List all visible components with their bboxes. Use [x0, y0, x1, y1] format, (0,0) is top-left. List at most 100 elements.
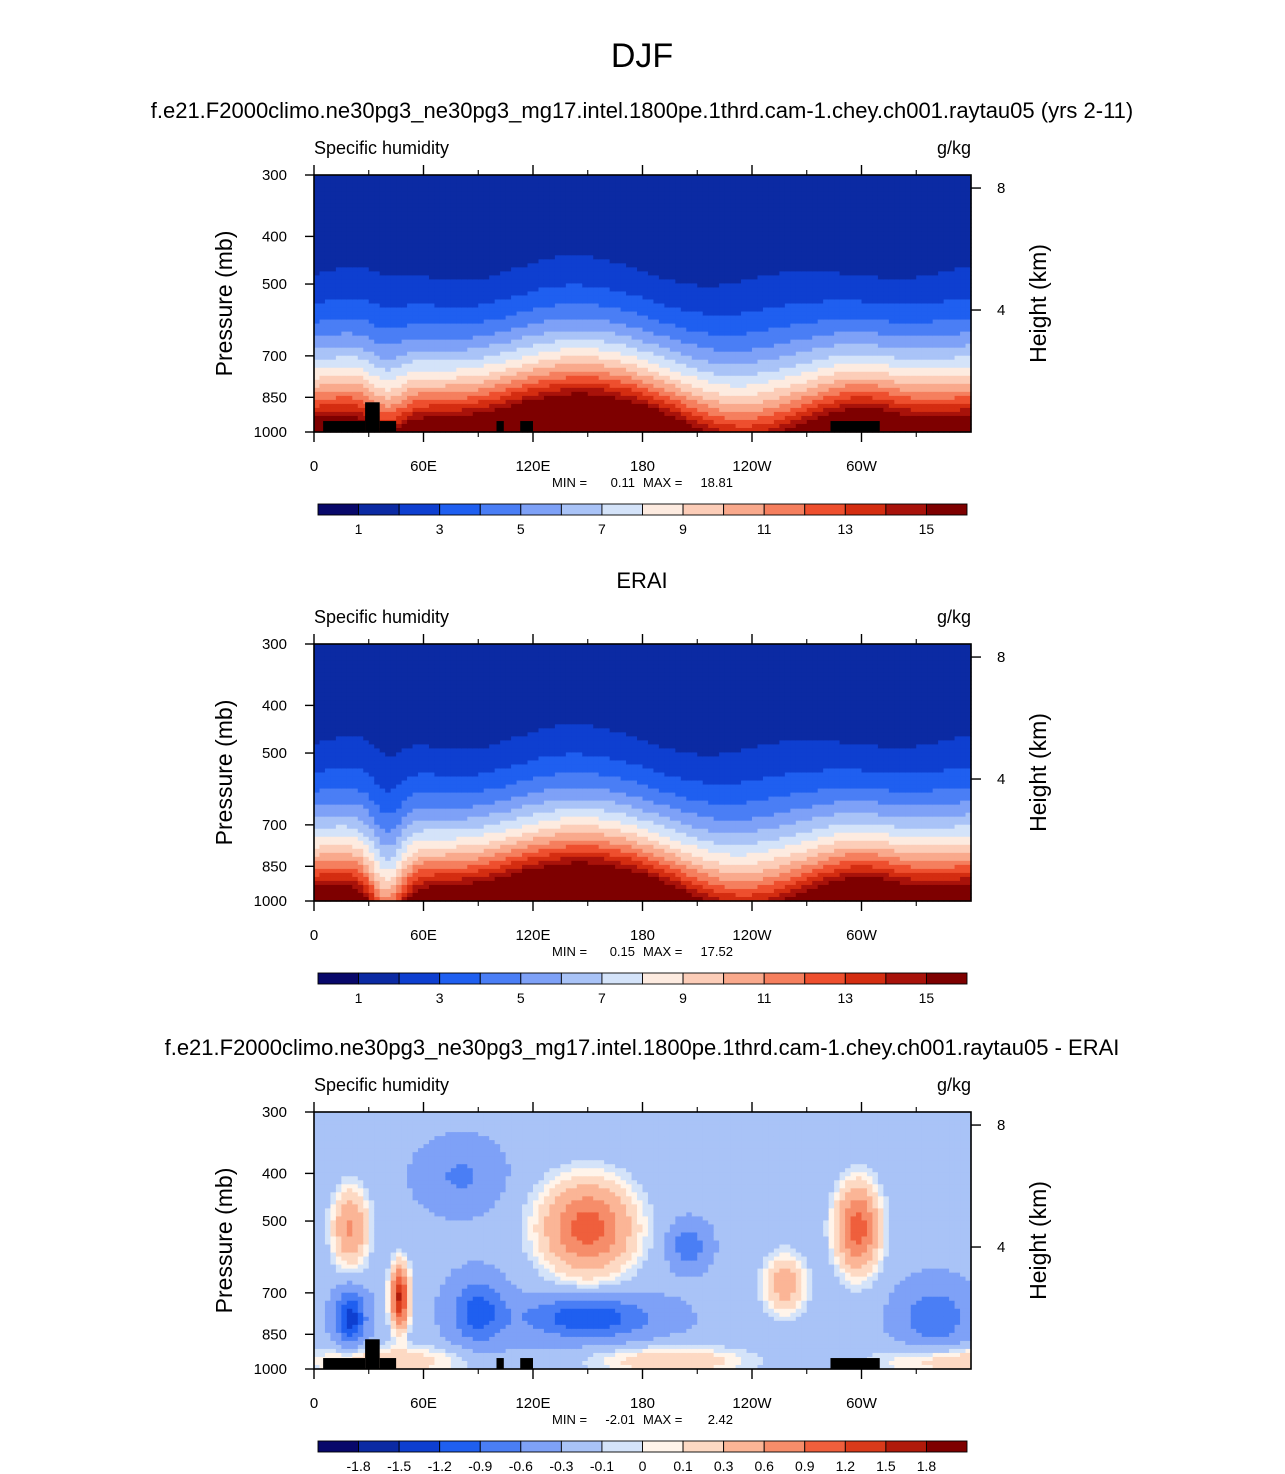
- field-cell: [719, 316, 725, 321]
- field-cell: [681, 404, 687, 409]
- field-cell: [588, 263, 594, 268]
- field-cell: [681, 368, 687, 373]
- field-cell: [730, 223, 736, 228]
- field-cell: [385, 291, 391, 296]
- field-cell: [319, 295, 325, 300]
- field-cell: [615, 187, 621, 192]
- field-cell: [358, 372, 364, 377]
- field-cell: [533, 247, 539, 252]
- field-cell: [336, 336, 342, 341]
- field-cell: [708, 384, 714, 389]
- field-cell: [533, 255, 539, 260]
- field-cell: [506, 239, 512, 244]
- field-cell: [664, 416, 670, 421]
- field-cell: [697, 316, 703, 321]
- field-cell: [588, 259, 594, 264]
- field-cell: [686, 352, 692, 357]
- field-cell: [369, 312, 375, 317]
- field-cell: [719, 420, 725, 425]
- field-cell: [462, 275, 468, 280]
- field-cell: [347, 340, 353, 345]
- field-cell: [347, 195, 353, 200]
- field-cell: [413, 368, 419, 373]
- field-cell: [413, 348, 419, 353]
- field-cell: [528, 227, 534, 232]
- field-cell: [588, 320, 594, 325]
- field-cell: [555, 376, 561, 381]
- field-cell: [396, 259, 402, 264]
- field-cell: [369, 247, 375, 252]
- field-cell: [319, 247, 325, 252]
- field-cell: [648, 404, 654, 409]
- field-cell: [560, 356, 566, 361]
- field-cell: [396, 348, 402, 353]
- field-cell: [336, 328, 342, 333]
- field-cell: [648, 412, 654, 417]
- field-cell: [434, 400, 440, 405]
- field-cell: [385, 320, 391, 325]
- field-cell: [522, 215, 528, 220]
- field-cell: [478, 420, 484, 425]
- field-cell: [643, 287, 649, 292]
- field-cell: [664, 203, 670, 208]
- field-cell: [369, 251, 375, 256]
- field-cell: [517, 316, 523, 321]
- field-cell: [489, 219, 495, 224]
- field-cell: [637, 332, 643, 337]
- field-cell: [538, 364, 544, 369]
- field-cell: [473, 352, 479, 357]
- field-cell: [577, 324, 583, 329]
- field-cell: [451, 332, 457, 337]
- field-cell: [708, 360, 714, 365]
- field-cell: [637, 376, 643, 381]
- field-cell: [708, 263, 714, 268]
- field-cell: [418, 195, 424, 200]
- field-cell: [341, 199, 347, 204]
- field-cell: [517, 287, 523, 292]
- field-cell: [549, 404, 555, 409]
- field-cell: [664, 291, 670, 296]
- field-cell: [522, 352, 528, 357]
- field-cell: [467, 287, 473, 292]
- field-cell: [555, 400, 561, 405]
- field-cell: [434, 388, 440, 393]
- field-cell: [703, 316, 709, 321]
- field-cell: [358, 251, 364, 256]
- field-cell: [670, 424, 676, 429]
- field-cell: [341, 356, 347, 361]
- field-cell: [336, 251, 342, 256]
- field-cell: [681, 299, 687, 304]
- field-cell: [407, 356, 413, 361]
- field-cell: [632, 344, 638, 349]
- field-cell: [714, 416, 720, 421]
- field-cell: [714, 372, 720, 377]
- field-cell: [325, 384, 331, 389]
- field-cell: [434, 195, 440, 200]
- field-cell: [697, 215, 703, 220]
- field-cell: [467, 251, 473, 256]
- field-cell: [517, 328, 523, 333]
- field-cell: [555, 304, 561, 309]
- field-cell: [571, 340, 577, 345]
- field-cell: [489, 279, 495, 284]
- field-cell: [402, 312, 408, 317]
- field-cell: [467, 283, 473, 288]
- field-cell: [352, 332, 358, 337]
- field-cell: [714, 388, 720, 393]
- field-cell: [582, 324, 588, 329]
- field-cell: [495, 312, 501, 317]
- field-cell: [517, 312, 523, 317]
- field-cell: [615, 344, 621, 349]
- field-cell: [325, 195, 331, 200]
- field-cell: [708, 312, 714, 317]
- field-cell: [456, 312, 462, 317]
- field-cell: [675, 416, 681, 421]
- field-cell: [544, 243, 550, 248]
- field-cell: [314, 191, 320, 196]
- field-cell: [621, 195, 627, 200]
- field-cell: [648, 299, 654, 304]
- field-cell: [533, 279, 539, 284]
- field-cell: [610, 183, 616, 188]
- field-cell: [528, 259, 534, 264]
- field-cell: [434, 404, 440, 409]
